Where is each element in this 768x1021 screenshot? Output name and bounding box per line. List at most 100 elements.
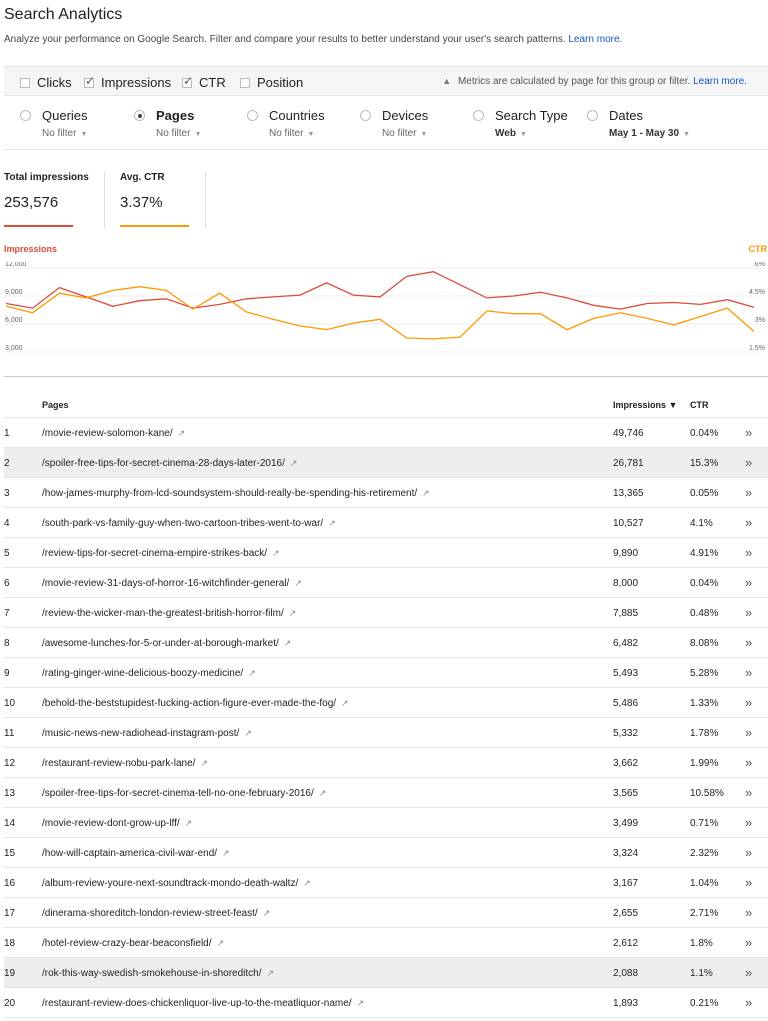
- external-link-icon[interactable]: ↗: [248, 668, 256, 678]
- page-link[interactable]: /how-james-murphy-from-lcd-soundsystem-s…: [42, 488, 430, 499]
- table-row[interactable]: 7/review-the-wicker-man-the-greatest-bri…: [4, 598, 768, 628]
- pages-column-header[interactable]: Pages: [42, 400, 69, 410]
- dimension-dates[interactable]: Dates May 1 - May 30 ▼: [587, 108, 690, 139]
- metric-clicks[interactable]: Clicks: [20, 75, 72, 90]
- table-row[interactable]: 18/hotel-review-crazy-bear-beaconsfield/…: [4, 928, 768, 958]
- queries-filter-dropdown[interactable]: No filter ▼: [42, 128, 88, 139]
- ctr-column-header[interactable]: CTR: [690, 400, 709, 410]
- row-details-icon[interactable]: »: [745, 545, 753, 560]
- pages-radio[interactable]: [134, 110, 145, 121]
- page-link[interactable]: /spoiler-free-tips-for-secret-cinema-tel…: [42, 788, 326, 799]
- page-link[interactable]: /behold-the-beststupidest-fucking-action…: [42, 698, 349, 709]
- dates-dropdown[interactable]: May 1 - May 30 ▼: [609, 128, 690, 139]
- table-row[interactable]: 19/rok-this-way-swedish-smokehouse-in-sh…: [4, 958, 768, 988]
- external-link-icon[interactable]: ↗: [289, 458, 298, 468]
- countries-radio[interactable]: [247, 110, 258, 121]
- page-link[interactable]: /rating-ginger-wine-delicious-boozy-medi…: [42, 668, 256, 679]
- table-row[interactable]: 5/review-tips-for-secret-cinema-empire-s…: [4, 538, 768, 568]
- metric-impressions[interactable]: Impressions: [84, 74, 171, 90]
- dimension-devices[interactable]: Devices No filter ▼: [360, 108, 428, 139]
- devices-radio[interactable]: [360, 110, 371, 121]
- page-link[interactable]: /restaurant-review-nobu-park-lane/ ↗: [42, 758, 208, 769]
- row-details-icon[interactable]: »: [745, 875, 753, 890]
- learn-more-link[interactable]: Learn more.: [568, 34, 623, 45]
- row-details-icon[interactable]: »: [745, 425, 753, 440]
- row-details-icon[interactable]: »: [745, 785, 753, 800]
- page-link[interactable]: /rok-this-way-swedish-smokehouse-in-shor…: [42, 968, 274, 979]
- table-row[interactable]: 3/how-james-murphy-from-lcd-soundsystem-…: [4, 478, 768, 508]
- page-link[interactable]: /movie-review-31-days-of-horror-16-witch…: [42, 578, 302, 589]
- external-link-icon[interactable]: ↗: [184, 818, 193, 828]
- external-link-icon[interactable]: ↗: [318, 788, 327, 798]
- external-link-icon[interactable]: ↗: [356, 998, 365, 1008]
- page-link[interactable]: /hotel-review-crazy-bear-beaconsfield/ ↗: [42, 938, 224, 949]
- external-link-icon[interactable]: ↗: [328, 518, 336, 528]
- external-link-icon[interactable]: ↗: [341, 698, 349, 708]
- table-row[interactable]: 6/movie-review-31-days-of-horror-16-witc…: [4, 568, 768, 598]
- table-row[interactable]: 9/rating-ginger-wine-delicious-boozy-med…: [4, 658, 768, 688]
- row-details-icon[interactable]: »: [745, 815, 753, 830]
- page-link[interactable]: /album-review-youre-next-soundtrack-mond…: [42, 878, 311, 889]
- row-details-icon[interactable]: »: [745, 485, 753, 500]
- page-link[interactable]: /movie-review-solomon-kane/ ↗: [42, 428, 185, 439]
- external-link-icon[interactable]: ↗: [200, 758, 208, 768]
- countries-filter-dropdown[interactable]: No filter ▼: [269, 128, 315, 139]
- external-link-icon[interactable]: ↗: [288, 608, 297, 618]
- metric-ctr[interactable]: CTR: [182, 74, 226, 90]
- external-link-icon[interactable]: ↗: [272, 548, 280, 558]
- metrics-learn-more-link[interactable]: Learn more.: [693, 76, 747, 87]
- row-details-icon[interactable]: »: [745, 515, 753, 530]
- row-details-icon[interactable]: »: [745, 635, 753, 650]
- pages-filter-dropdown[interactable]: No filter ▼: [156, 128, 202, 139]
- row-details-icon[interactable]: »: [745, 935, 753, 950]
- row-details-icon[interactable]: »: [745, 575, 753, 590]
- table-row[interactable]: 15/how-will-captain-america-civil-war-en…: [4, 838, 768, 868]
- dates-radio[interactable]: [587, 110, 598, 121]
- impressions-checkbox[interactable]: [84, 74, 95, 88]
- row-details-icon[interactable]: »: [745, 455, 753, 470]
- page-link[interactable]: /dinerama-shoreditch-london-review-stree…: [42, 908, 270, 919]
- dimension-pages[interactable]: Pages No filter ▼: [134, 108, 202, 139]
- table-row[interactable]: 16/album-review-youre-next-soundtrack-mo…: [4, 868, 768, 898]
- search-type-radio[interactable]: [473, 110, 484, 121]
- page-link[interactable]: /music-news-new-radiohead-instagram-post…: [42, 728, 252, 739]
- external-link-icon[interactable]: ↗: [283, 638, 292, 648]
- table-row[interactable]: 20/restaurant-review-does-chickenliquor-…: [4, 988, 768, 1018]
- page-link[interactable]: /review-tips-for-secret-cinema-empire-st…: [42, 548, 280, 559]
- dimension-search-type[interactable]: Search Type Web ▼: [473, 108, 568, 139]
- table-row[interactable]: 12/restaurant-review-nobu-park-lane/ ↗ 3,6…: [4, 748, 768, 778]
- row-details-icon[interactable]: »: [745, 725, 753, 740]
- table-row[interactable]: 13/spoiler-free-tips-for-secret-cinema-t…: [4, 778, 768, 808]
- avg-ctr-card[interactable]: Avg. CTR 3.37%: [120, 172, 218, 227]
- external-link-icon[interactable]: ↗: [294, 578, 302, 588]
- table-row[interactable]: 17/dinerama-shoreditch-london-review-str…: [4, 898, 768, 928]
- page-link[interactable]: /south-park-vs-family-guy-when-two-carto…: [42, 518, 336, 529]
- row-details-icon[interactable]: »: [745, 965, 753, 980]
- dimension-queries[interactable]: Queries No filter ▼: [20, 108, 88, 139]
- table-row[interactable]: 14/movie-review-dont-grow-up-lff/ ↗ 3,499 0…: [4, 808, 768, 838]
- external-link-icon[interactable]: ↗: [262, 908, 271, 918]
- row-details-icon[interactable]: »: [745, 845, 753, 860]
- page-link[interactable]: /spoiler-free-tips-for-secret-cinema-28-…: [42, 458, 297, 469]
- dimension-countries[interactable]: Countries No filter ▼: [247, 108, 325, 139]
- total-impressions-card[interactable]: Total impressions 253,576: [4, 172, 102, 227]
- external-link-icon[interactable]: ↗: [177, 428, 186, 438]
- page-link[interactable]: /awesome-lunches-for-5-or-under-at-borou…: [42, 638, 291, 649]
- row-details-icon[interactable]: »: [745, 665, 753, 680]
- external-link-icon[interactable]: ↗: [244, 728, 252, 738]
- table-row[interactable]: 11/music-news-new-radiohead-instagram-po…: [4, 718, 768, 748]
- search-type-dropdown[interactable]: Web ▼: [495, 128, 527, 139]
- page-link[interactable]: /restaurant-review-does-chickenliquor-li…: [42, 998, 364, 1009]
- row-details-icon[interactable]: »: [745, 695, 753, 710]
- table-row[interactable]: 10/behold-the-beststupidest-fucking-acti…: [4, 688, 768, 718]
- external-link-icon[interactable]: ↗: [222, 848, 230, 858]
- position-checkbox[interactable]: [240, 77, 250, 88]
- table-row[interactable]: 8/awesome-lunches-for-5-or-under-at-boro…: [4, 628, 768, 658]
- table-row[interactable]: 2/spoiler-free-tips-for-secret-cinema-28…: [4, 448, 768, 478]
- external-link-icon[interactable]: ↗: [422, 488, 430, 498]
- external-link-icon[interactable]: ↗: [216, 938, 225, 948]
- row-details-icon[interactable]: »: [745, 905, 753, 920]
- devices-filter-dropdown[interactable]: No filter ▼: [382, 128, 428, 139]
- table-row[interactable]: 4/south-park-vs-family-guy-when-two-cart…: [4, 508, 768, 538]
- row-details-icon[interactable]: »: [745, 995, 753, 1010]
